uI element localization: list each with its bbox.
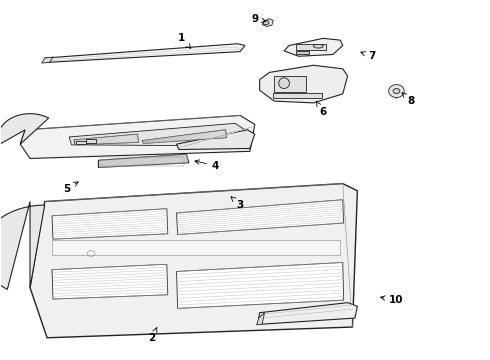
Polygon shape (143, 130, 226, 143)
Polygon shape (176, 130, 255, 149)
Bar (101, 157, 184, 166)
Polygon shape (52, 209, 168, 239)
Polygon shape (74, 134, 139, 145)
Text: 6: 6 (316, 102, 327, 117)
Polygon shape (0, 202, 45, 289)
Text: 2: 2 (148, 328, 157, 343)
Ellipse shape (279, 78, 290, 89)
Polygon shape (30, 184, 357, 338)
Polygon shape (20, 116, 255, 158)
Polygon shape (389, 85, 404, 98)
Polygon shape (284, 39, 343, 56)
Bar (274, 76, 306, 92)
Polygon shape (42, 57, 53, 63)
Text: 8: 8 (402, 93, 415, 106)
Bar (76, 140, 86, 144)
Ellipse shape (314, 44, 323, 48)
Text: 3: 3 (231, 197, 244, 210)
Bar (52, 240, 340, 255)
Circle shape (263, 21, 269, 25)
Polygon shape (0, 114, 49, 144)
Polygon shape (257, 313, 265, 325)
Circle shape (393, 89, 400, 94)
Bar (296, 44, 326, 50)
Bar (86, 139, 96, 143)
Text: 10: 10 (381, 295, 404, 305)
Bar (296, 51, 309, 54)
Polygon shape (45, 44, 245, 62)
Text: 4: 4 (195, 160, 220, 171)
Text: 7: 7 (361, 51, 376, 61)
Text: 9: 9 (251, 14, 266, 24)
Polygon shape (176, 262, 343, 309)
Polygon shape (259, 303, 357, 324)
Text: 5: 5 (63, 182, 78, 194)
Polygon shape (98, 154, 189, 167)
Polygon shape (52, 264, 168, 299)
Text: 1: 1 (178, 33, 191, 48)
Polygon shape (176, 200, 343, 234)
Polygon shape (69, 123, 245, 146)
Bar (273, 93, 322, 98)
Polygon shape (262, 19, 273, 27)
Polygon shape (260, 65, 347, 103)
